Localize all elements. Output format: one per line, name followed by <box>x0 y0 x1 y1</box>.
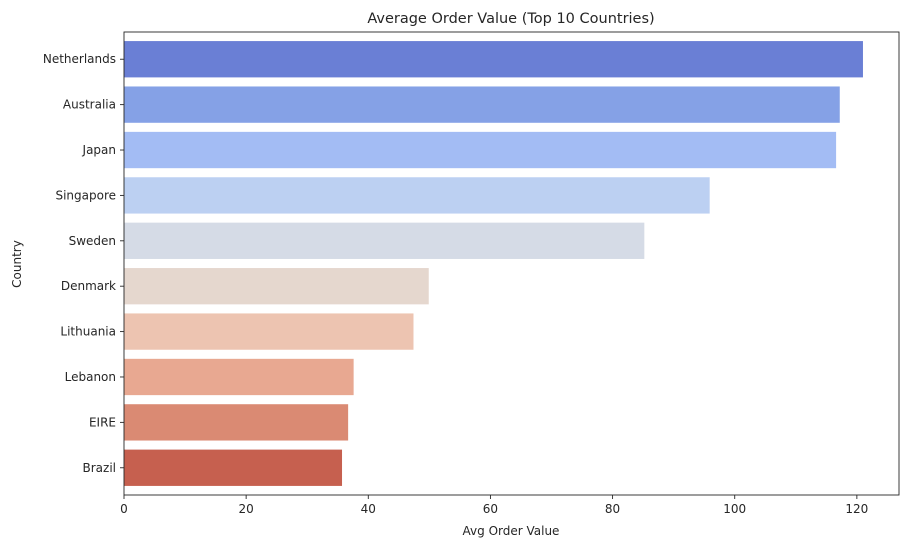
chart-title: Average Order Value (Top 10 Countries) <box>367 11 654 27</box>
y-tick-label-denmark: Denmark <box>61 279 116 293</box>
y-axis-ticks: Netherlands Australia Japan Singapore Sweden… <box>43 52 124 475</box>
y-tick-label-lithuania: Lithuania <box>60 325 116 339</box>
bar-lithuania <box>124 313 414 350</box>
y-tick-label-eire: EIRE <box>89 415 116 429</box>
bar-denmark <box>124 268 429 305</box>
bar-singapore <box>124 177 710 214</box>
y-tick-label-japan: Japan <box>82 143 116 157</box>
bar-brazil <box>124 449 343 486</box>
plot-frame <box>123 31 900 496</box>
bar-netherlands <box>124 41 863 78</box>
bars-group <box>124 41 863 486</box>
y-tick-label-sweden: Sweden <box>69 234 116 248</box>
bar-japan <box>124 131 837 169</box>
x-tick-label-120: 120 <box>845 502 868 516</box>
y-tick-label-netherlands: Netherlands <box>43 52 116 66</box>
x-tick-label-100: 100 <box>723 502 746 516</box>
x-tick-label-80: 80 <box>605 502 620 516</box>
bar-eire <box>124 404 349 441</box>
x-tick-label-60: 60 <box>483 502 498 516</box>
x-tick-label-0: 0 <box>120 502 128 516</box>
y-tick-label-brazil: Brazil <box>83 461 117 475</box>
x-axis-ticks: 0 20 40 60 80 100 120 <box>120 495 868 516</box>
x-tick-label-40: 40 <box>361 502 376 516</box>
x-axis-label: Avg Order Value <box>463 524 560 538</box>
y-tick-label-australia: Australia <box>63 98 116 112</box>
y-tick-label-singapore: Singapore <box>55 188 116 202</box>
bar-lebanon <box>124 358 354 396</box>
y-axis-label: Country <box>10 240 24 288</box>
x-tick-label-20: 20 <box>239 502 254 516</box>
bar-australia <box>124 86 840 123</box>
bar-sweden <box>124 222 645 259</box>
y-tick-label-lebanon: Lebanon <box>65 370 116 384</box>
